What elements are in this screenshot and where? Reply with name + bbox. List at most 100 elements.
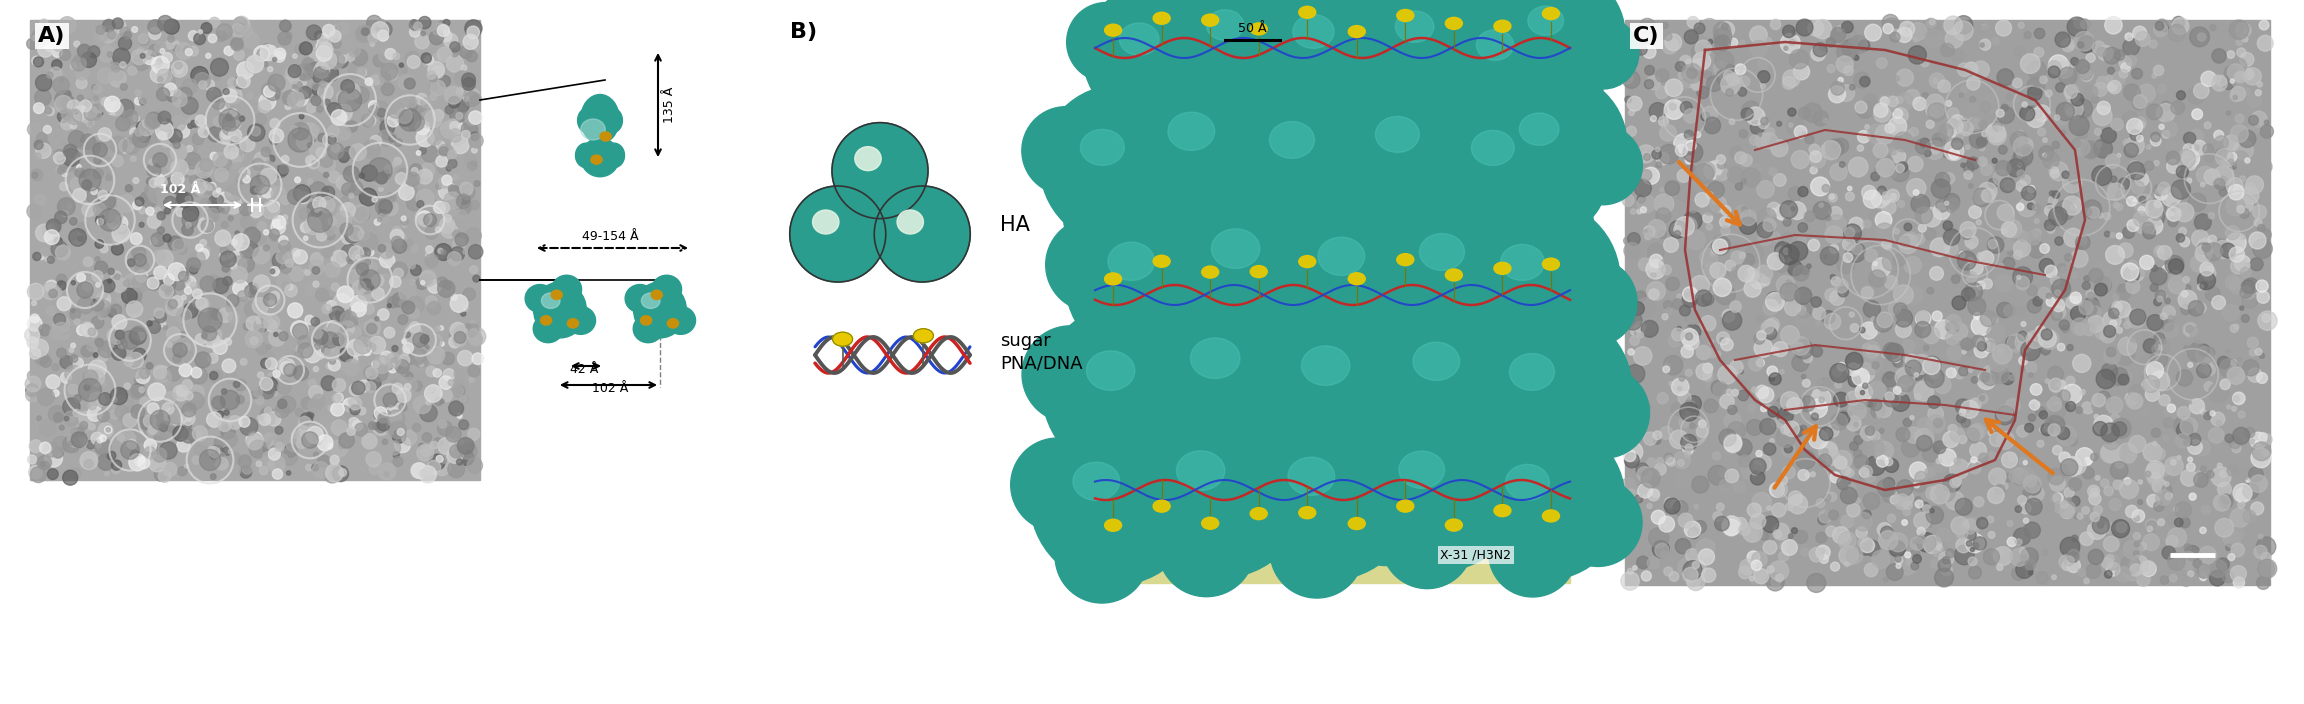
Circle shape xyxy=(1818,515,1827,524)
Circle shape xyxy=(223,46,233,56)
Circle shape xyxy=(113,156,122,167)
Circle shape xyxy=(454,332,465,344)
Circle shape xyxy=(182,403,196,417)
Circle shape xyxy=(1910,415,1915,420)
Circle shape xyxy=(2081,532,2094,546)
Circle shape xyxy=(2014,267,2032,287)
Circle shape xyxy=(1965,282,1981,301)
Text: B): B) xyxy=(790,22,818,42)
Circle shape xyxy=(2122,263,2138,281)
Circle shape xyxy=(1283,395,1380,491)
Circle shape xyxy=(2067,401,2076,411)
Circle shape xyxy=(313,344,320,350)
Circle shape xyxy=(286,259,293,267)
Circle shape xyxy=(2242,87,2251,95)
Circle shape xyxy=(470,329,479,339)
Circle shape xyxy=(2134,211,2150,227)
Circle shape xyxy=(233,240,242,249)
Circle shape xyxy=(131,286,136,290)
Circle shape xyxy=(131,384,145,397)
Circle shape xyxy=(2127,394,2140,408)
Circle shape xyxy=(76,426,88,435)
Circle shape xyxy=(1956,265,1970,278)
Circle shape xyxy=(1689,423,1696,429)
Circle shape xyxy=(1894,494,1910,510)
Circle shape xyxy=(233,120,240,129)
Circle shape xyxy=(336,406,350,420)
Circle shape xyxy=(177,125,189,138)
Circle shape xyxy=(343,146,355,158)
Circle shape xyxy=(168,299,177,308)
Circle shape xyxy=(85,456,101,472)
Circle shape xyxy=(1753,333,1765,344)
Circle shape xyxy=(438,88,445,94)
Circle shape xyxy=(69,309,81,320)
Circle shape xyxy=(468,134,484,148)
Circle shape xyxy=(2062,173,2083,193)
Circle shape xyxy=(154,468,168,482)
Circle shape xyxy=(419,147,426,154)
Circle shape xyxy=(1159,257,1253,351)
Circle shape xyxy=(2180,227,2186,235)
Circle shape xyxy=(1917,535,1926,543)
Circle shape xyxy=(2246,477,2251,482)
Circle shape xyxy=(1878,531,1898,550)
Circle shape xyxy=(313,332,320,337)
Circle shape xyxy=(1933,441,1947,453)
Circle shape xyxy=(431,66,445,79)
Circle shape xyxy=(318,42,334,57)
Circle shape xyxy=(2210,427,2223,443)
Circle shape xyxy=(1640,469,1645,474)
Circle shape xyxy=(1889,29,1901,39)
Circle shape xyxy=(152,233,164,246)
Circle shape xyxy=(1896,427,1910,441)
Circle shape xyxy=(1894,76,1898,81)
Circle shape xyxy=(2143,534,2159,551)
Circle shape xyxy=(28,283,44,300)
Circle shape xyxy=(1839,532,1852,546)
Circle shape xyxy=(113,346,127,360)
Circle shape xyxy=(1935,320,1954,339)
Circle shape xyxy=(247,93,253,99)
Circle shape xyxy=(1438,23,1516,100)
Circle shape xyxy=(210,152,219,160)
Circle shape xyxy=(127,66,136,75)
Circle shape xyxy=(1998,432,2014,449)
Circle shape xyxy=(468,458,482,473)
Circle shape xyxy=(332,251,348,267)
Circle shape xyxy=(1756,385,1769,398)
Circle shape xyxy=(364,347,371,356)
Circle shape xyxy=(378,108,385,117)
Circle shape xyxy=(260,377,272,391)
Circle shape xyxy=(240,416,249,427)
Circle shape xyxy=(2157,246,2173,260)
Circle shape xyxy=(1624,382,1640,398)
Circle shape xyxy=(369,346,373,353)
Circle shape xyxy=(85,99,92,106)
Circle shape xyxy=(1714,35,1730,51)
Circle shape xyxy=(2044,153,2046,157)
Circle shape xyxy=(394,452,399,458)
Circle shape xyxy=(2018,458,2028,465)
Circle shape xyxy=(166,40,175,49)
Circle shape xyxy=(353,420,362,431)
Circle shape xyxy=(168,263,187,281)
Circle shape xyxy=(1790,39,1795,45)
Circle shape xyxy=(1834,279,1848,293)
Circle shape xyxy=(456,233,468,246)
Circle shape xyxy=(1811,167,1818,174)
Circle shape xyxy=(442,175,452,185)
Circle shape xyxy=(1956,413,1965,423)
Circle shape xyxy=(118,37,131,50)
Circle shape xyxy=(90,104,104,117)
Circle shape xyxy=(39,462,44,467)
Ellipse shape xyxy=(1251,265,1267,277)
Circle shape xyxy=(1380,56,1470,144)
Circle shape xyxy=(115,330,124,339)
Circle shape xyxy=(2150,40,2157,48)
Circle shape xyxy=(62,172,67,177)
Circle shape xyxy=(240,137,256,152)
Circle shape xyxy=(1977,341,1986,351)
Circle shape xyxy=(270,377,274,381)
Circle shape xyxy=(1746,107,1765,125)
